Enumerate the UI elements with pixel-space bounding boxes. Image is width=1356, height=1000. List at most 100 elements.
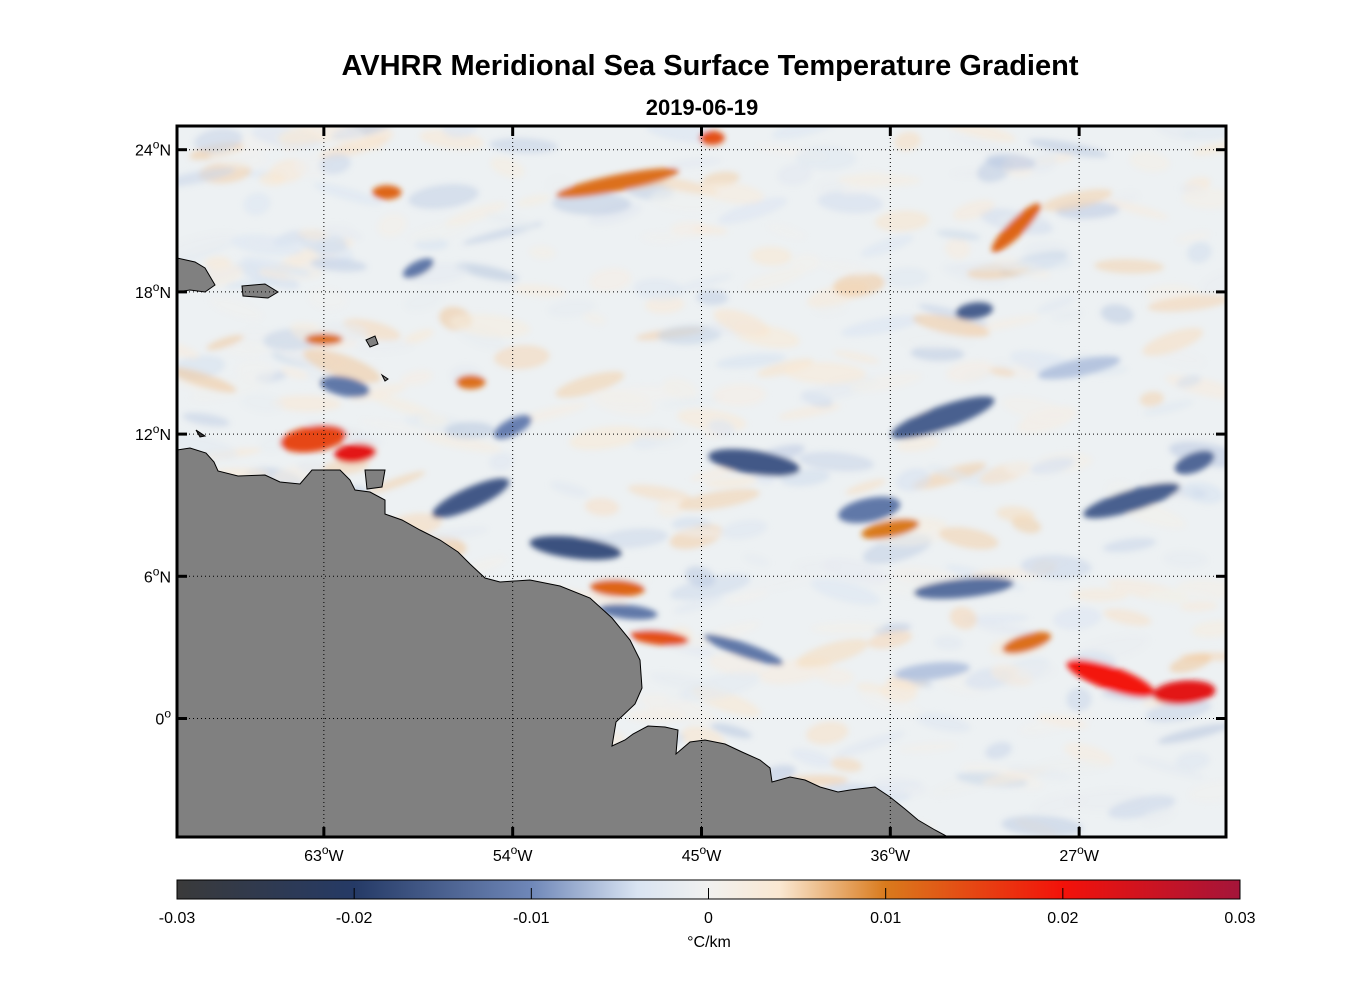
sst-feature bbox=[529, 535, 622, 560]
field-texture-blob bbox=[1129, 151, 1170, 173]
field-texture-blob bbox=[830, 757, 863, 772]
field-texture-blob bbox=[1157, 723, 1226, 744]
field-texture-blob bbox=[590, 388, 655, 416]
field-texture-blob bbox=[280, 367, 309, 379]
field-texture-blob bbox=[1108, 795, 1176, 819]
field-texture-blob bbox=[367, 471, 426, 494]
field-texture-blob bbox=[1179, 601, 1218, 612]
field-texture-blob bbox=[790, 748, 834, 768]
sst-feature bbox=[1174, 450, 1215, 475]
field-texture-blob bbox=[1187, 241, 1212, 263]
field-texture-blob bbox=[884, 267, 929, 288]
colorbar-tick-label: 0 bbox=[704, 910, 713, 927]
sst-feature bbox=[1152, 680, 1216, 705]
field-texture-blob bbox=[194, 128, 243, 153]
field-texture-blob bbox=[696, 289, 729, 306]
colorbar: -0.03 -0.02 -0.01 0 0.01 0.02 0.03 °C/km bbox=[159, 879, 1256, 951]
field-texture-blob bbox=[490, 156, 525, 178]
field-texture-blob bbox=[489, 452, 514, 471]
lon-tick-label-3: 36oW bbox=[871, 843, 911, 865]
field-texture-blob bbox=[718, 197, 788, 224]
field-texture-blob bbox=[832, 272, 885, 297]
field-texture-blob bbox=[1103, 608, 1152, 626]
field-texture-blob bbox=[875, 210, 930, 232]
sst-feature bbox=[320, 376, 370, 398]
field-texture-blob bbox=[910, 345, 965, 362]
field-texture-blob bbox=[715, 353, 786, 369]
field-texture-blob bbox=[996, 506, 1036, 522]
lat-tick-labels: 24oN 18oN 12oN 6oN 0o bbox=[135, 138, 171, 729]
field-texture-blob bbox=[259, 172, 285, 186]
field-texture-blob bbox=[408, 184, 479, 209]
field-texture-blob bbox=[307, 287, 348, 311]
land-mask bbox=[177, 257, 949, 837]
field-texture-blob bbox=[845, 479, 886, 495]
lon-tick-labels: 63oW 54oW 45oW 36oW 27oW bbox=[304, 843, 1100, 865]
field-texture-blob bbox=[1135, 756, 1205, 780]
field-texture-blob bbox=[810, 578, 880, 605]
lon-tick-label-0: 63oW bbox=[304, 843, 344, 865]
field-texture-blob bbox=[626, 709, 685, 722]
field-texture-blob bbox=[323, 225, 352, 238]
field-texture-blob bbox=[791, 253, 821, 273]
field-texture-blob bbox=[419, 414, 449, 427]
field-texture-blob bbox=[701, 181, 764, 205]
field-texture-blob bbox=[240, 393, 285, 413]
sst-feature bbox=[699, 130, 725, 145]
field-texture-blob bbox=[641, 231, 684, 244]
field-texture-blob bbox=[528, 245, 556, 260]
field-texture-blob bbox=[1050, 309, 1084, 322]
field-texture-blob bbox=[810, 622, 885, 635]
field-texture-blob bbox=[1106, 199, 1169, 219]
field-texture-blob bbox=[895, 468, 931, 492]
field-texture-blob bbox=[1071, 588, 1128, 602]
field-texture-blob bbox=[687, 621, 761, 647]
field-texture-blob bbox=[177, 372, 209, 392]
field-texture-blob bbox=[833, 350, 880, 364]
field-texture-blob bbox=[209, 148, 268, 169]
field-texture-blob bbox=[494, 345, 550, 370]
lat-tick-label-3: 6oN bbox=[144, 564, 171, 586]
field-texture-blob bbox=[1145, 699, 1212, 723]
field-texture-blob bbox=[743, 553, 770, 567]
sst-feature bbox=[861, 518, 920, 539]
sst-feature bbox=[703, 634, 784, 666]
field-texture-blob bbox=[949, 606, 978, 630]
field-texture-blob bbox=[516, 194, 551, 207]
field-texture-blob bbox=[858, 690, 924, 718]
field-texture-blob bbox=[745, 572, 824, 593]
field-texture-blob bbox=[1018, 257, 1074, 270]
lat-tick-label-1: 18oN bbox=[135, 280, 171, 302]
field-texture-blob bbox=[550, 481, 589, 498]
field-texture-blob bbox=[668, 274, 733, 294]
island-puerto-rico bbox=[241, 283, 279, 299]
sst-feature bbox=[305, 333, 343, 346]
field-texture-blob bbox=[1139, 391, 1164, 407]
map-area bbox=[177, 126, 1226, 837]
field-texture-blob bbox=[370, 393, 436, 418]
axis-ticks bbox=[177, 126, 1226, 837]
graticule bbox=[177, 126, 1226, 837]
chart-title: AVHRR Meridional Sea Surface Temperature… bbox=[341, 50, 1078, 82]
field-texture-blob bbox=[784, 361, 867, 385]
field-texture-blob bbox=[1015, 662, 1056, 681]
field-texture-blob bbox=[1001, 396, 1071, 423]
field-texture-blob bbox=[840, 314, 923, 337]
field-texture-blob bbox=[547, 299, 596, 318]
colorbar-tick-label: 0.01 bbox=[870, 910, 901, 927]
lat-tick-label-4: 0o bbox=[155, 707, 171, 729]
sst-feature bbox=[334, 443, 377, 463]
field-texture-blob bbox=[860, 234, 914, 257]
field-texture-blob bbox=[685, 566, 715, 587]
field-texture-blob bbox=[455, 262, 519, 282]
field-texture-blob bbox=[484, 212, 536, 230]
sst-feature bbox=[456, 374, 486, 390]
field-texture-blob bbox=[938, 527, 999, 550]
field-texture-blob bbox=[670, 574, 751, 600]
field-texture-blob bbox=[678, 488, 760, 511]
lat-tick-label-2: 12oN bbox=[135, 422, 171, 444]
field-texture-blob bbox=[226, 342, 268, 357]
field-texture-blob bbox=[985, 741, 1012, 760]
field-texture-blob bbox=[1180, 126, 1226, 141]
